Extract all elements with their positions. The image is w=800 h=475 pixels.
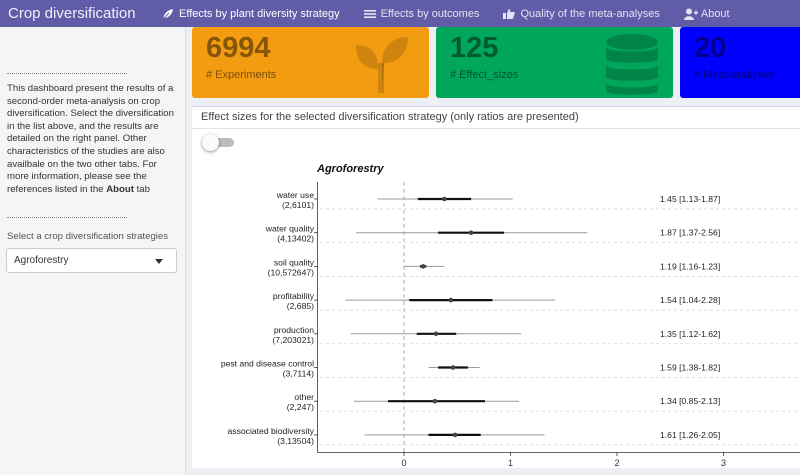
value-box-number: 6994 xyxy=(206,32,271,64)
value-box-meta-analyses: 20 # Meta-analyses xyxy=(680,27,800,98)
value-box-number: 20 xyxy=(694,32,727,64)
toggle-knob xyxy=(202,134,219,151)
tab-label: Quality of the meta-analyses xyxy=(520,7,660,20)
tab-label: Effects by plant diversity strategy xyxy=(179,7,340,20)
tab-label: Effects by outcomes xyxy=(380,7,480,20)
value-box-experiments: 6994 # Experiments xyxy=(192,27,429,98)
effect-sizes-panel: Effect sizes for the selected diversific… xyxy=(192,106,800,468)
sidebar: This dashboard present the results of a … xyxy=(0,27,186,475)
value-box-label: # Experiments xyxy=(206,69,277,81)
seedling-icon xyxy=(352,33,412,98)
toggle-track xyxy=(212,138,234,147)
top-navbar: Crop diversification Effects by plant di… xyxy=(0,0,800,27)
divider xyxy=(7,73,127,74)
intro-text-part: This dashboard present the results of a … xyxy=(7,83,174,195)
tab-effects-by-strategy[interactable]: Effects by plant diversity strategy xyxy=(150,0,352,27)
value-box-number: 125 xyxy=(450,32,499,64)
select-value: Agroforestry xyxy=(14,255,69,266)
strategy-select[interactable]: Agroforestry xyxy=(6,248,177,273)
app-brand[interactable]: Crop diversification xyxy=(8,5,136,22)
select-label: Select a crop diversification strategies xyxy=(7,231,169,242)
value-box-effect-sizes: 125 # Effect_sizes xyxy=(436,27,673,98)
intro-about-link: About xyxy=(106,183,134,195)
tab-label: About xyxy=(700,7,730,20)
intro-text: This dashboard present the results of a … xyxy=(7,83,181,196)
tab-effects-by-outcomes[interactable]: Effects by outcomes xyxy=(352,0,492,27)
caret-down-icon xyxy=(155,259,163,264)
database-icon xyxy=(604,33,660,98)
user-plus-icon xyxy=(683,8,698,20)
value-box-label: # Meta-analyses xyxy=(694,69,775,81)
list-icon xyxy=(363,8,376,20)
tab-about[interactable]: About xyxy=(672,0,742,27)
value-box-label: # Effect_sizes xyxy=(450,69,519,81)
thumbs-up-icon xyxy=(503,8,516,20)
tab-quality[interactable]: Quality of the meta-analyses xyxy=(491,0,671,27)
panel-title: Effect sizes for the selected diversific… xyxy=(192,107,800,129)
divider xyxy=(7,217,127,218)
leaf-icon xyxy=(162,8,174,20)
toggle-switch[interactable] xyxy=(202,134,236,151)
intro-text-part: tab xyxy=(133,183,150,195)
